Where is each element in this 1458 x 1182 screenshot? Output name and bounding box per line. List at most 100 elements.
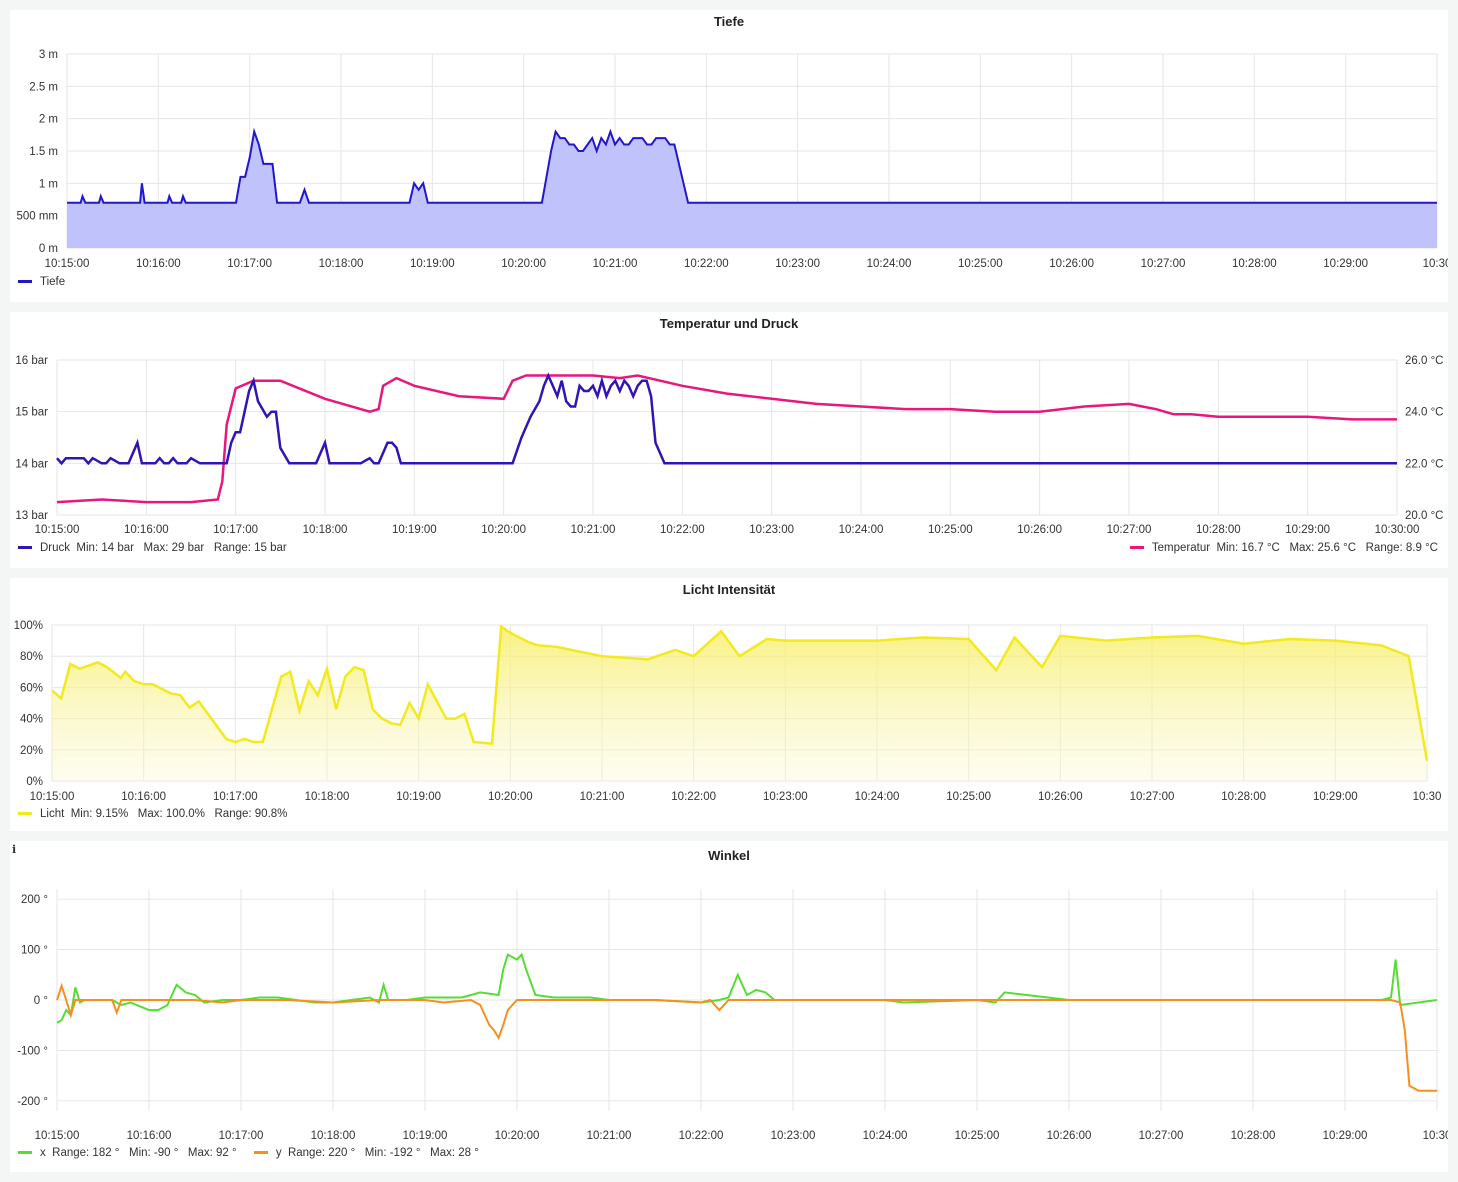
x-tick-label: 10:30 <box>1413 791 1442 803</box>
x-tick-label: 10:22:00 <box>679 1130 724 1142</box>
x-tick-label: 10:20:00 <box>488 791 533 803</box>
y-tick-label: 3 m <box>39 49 58 61</box>
x-tick-label: 10:25:00 <box>928 524 973 536</box>
x-tick-label: 10:17:00 <box>213 791 258 803</box>
x-tick-label: 10:25:00 <box>955 1130 1000 1142</box>
x-tick-label: 10:19:00 <box>396 791 441 803</box>
winkel-y-axis: -200 ° -100 ° 0 ° 100 ° 200 ° <box>17 894 48 1108</box>
legend-label: Tiefe <box>40 276 66 288</box>
legend-item-tiefe[interactable]: Tiefe <box>14 276 65 288</box>
x-tick-label: 10:26:00 <box>1017 524 1062 536</box>
y-tick-label: 26.0 °C <box>1405 355 1443 367</box>
panel-title: Winkel <box>708 848 750 863</box>
x-tick-label: 10:28:00 <box>1196 524 1241 536</box>
x-tick-label: 10:23:00 <box>775 258 820 270</box>
y-tick-label: 14 bar <box>15 458 48 470</box>
x-tick-label: 10:17:00 <box>227 258 272 270</box>
legend-label: Druck <box>40 542 71 554</box>
series-line-temperatur[interactable] <box>56 374 1397 504</box>
x-tick-label: 10:18:00 <box>319 258 364 270</box>
y-tick-label: 22.0 °C <box>1405 458 1443 470</box>
y-tick-label: 13 bar <box>15 510 48 522</box>
y-tick-label: 20% <box>20 745 43 757</box>
x-tick-label: 10:19:00 <box>410 258 455 270</box>
x-tick-label: 10:29:00 <box>1323 258 1368 270</box>
x-tick-label: 10:22:00 <box>671 791 716 803</box>
legend-swatch <box>18 812 32 816</box>
panel-title: Licht Intensität <box>682 582 776 597</box>
legend-stats: Min: 9.15% Max: 100.0% Range: 90.8% <box>70 808 288 820</box>
legend-item-y[interactable]: y Range: 220 ° Min: -192 ° Max: 28 ° <box>250 1147 479 1159</box>
legend-item-temperatur[interactable]: Temperatur Min: 16.7 °C Max: 25.6 °C Ran… <box>1126 542 1438 554</box>
x-tick-label: 10:16:00 <box>127 1130 172 1142</box>
y-tick-label: -200 ° <box>17 1096 48 1108</box>
x-tick-label: 10:27:00 <box>1130 791 1175 803</box>
x-tick-label: 10:29:00 <box>1323 1130 1368 1142</box>
y-tick-label: 500 mm <box>16 211 58 223</box>
y-tick-label: 24.0 °C <box>1405 407 1443 419</box>
chart-temperatur-druck[interactable]: 13 bar 14 bar 15 bar 16 bar 20.0 °C 22.0 °C 24… <box>10 312 1448 568</box>
x-tick-label: 10:26:00 <box>1038 791 1083 803</box>
chart-licht[interactable]: 0% 20% 40% 60% 80% 100% 10:15:00 10:16:00 10:17:… <box>10 578 1448 831</box>
info-icon[interactable]: i <box>12 843 17 856</box>
x-tick-label: 10:21:00 <box>593 258 638 270</box>
legend-swatch <box>1129 546 1144 550</box>
x-tick-label: 10:15:00 <box>35 1130 80 1142</box>
x-tick-label: 10:28:00 <box>1221 791 1266 803</box>
y-tick-label: 60% <box>20 682 43 694</box>
legend-item-druck[interactable]: Druck Min: 14 bar Max: 29 bar Range: 15 … <box>14 542 287 554</box>
legend: Licht Min: 9.15% Max: 100.0% Range: 90.8… <box>14 808 297 820</box>
x-tick-label: 10:18:00 <box>311 1130 356 1142</box>
x-tick-label: 10:23:00 <box>771 1130 816 1142</box>
series-line-y[interactable] <box>56 982 1437 1092</box>
x-tick-label: 10:17:00 <box>213 524 258 536</box>
legend-label: y <box>275 1147 282 1159</box>
series-line-tiefe[interactable] <box>67 127 1437 204</box>
y-tick-label: 0 m <box>39 243 58 255</box>
legend-stats: Min: 14 bar Max: 29 bar Range: 15 bar <box>76 542 287 554</box>
x-tick-label: 10:24:00 <box>839 524 884 536</box>
x-tick-label: 10:21:00 <box>571 524 616 536</box>
legend-label: x <box>40 1147 46 1159</box>
x-tick-label: 10:22:00 <box>660 524 705 536</box>
legend-right: Temperatur Min: 16.7 °C Max: 25.6 °C Ran… <box>1126 542 1438 554</box>
x-tick-label: 10:21:00 <box>580 791 625 803</box>
legend-stats: Min: 16.7 °C Max: 25.6 °C Range: 8.9 °C <box>1216 542 1438 554</box>
series-line-druck[interactable] <box>56 372 1397 466</box>
x-tick-label: 10:16:00 <box>121 791 166 803</box>
panel-licht: 0% 20% 40% 60% 80% 100% 10:15:00 10:16:00 10:17:… <box>10 578 1448 831</box>
x-tick-label: 10:27:00 <box>1139 1130 1184 1142</box>
y-tick-label: 1 m <box>39 178 58 190</box>
x-tick-label: 10:28:00 <box>1231 1130 1276 1142</box>
legend-swatch <box>18 546 32 550</box>
series-line-licht[interactable] <box>51 624 1429 761</box>
x-tick-label: 10:20:00 <box>501 258 546 270</box>
y-tick-label: 200 ° <box>21 894 48 906</box>
x-tick-label: 10:15:00 <box>35 524 80 536</box>
legend-left: Druck Min: 14 bar Max: 29 bar Range: 15 … <box>14 542 297 554</box>
legend-item-x[interactable]: x Range: 182 ° Min: -90 ° Max: 92 ° <box>14 1147 237 1159</box>
legend-label: Licht <box>40 808 65 820</box>
winkel-x-axis: 10:15:00 10:16:00 10:17:00 10:18:00 10:19:00… <box>35 1130 1448 1142</box>
druck-x-axis: 10:15:00 10:16:00 10:17:00 10:18:00 10:19:00… <box>35 524 1420 536</box>
y-tick-label: 100 ° <box>21 945 48 957</box>
x-tick-label: 10:30 <box>1423 1130 1448 1142</box>
series-line-x[interactable] <box>56 952 1438 1024</box>
x-tick-label: 10:16:00 <box>136 258 181 270</box>
panel-temperatur-druck: 13 bar 14 bar 15 bar 16 bar 20.0 °C 22.0 °C 24… <box>10 312 1448 568</box>
panel-winkel: -200 ° -100 ° 0 ° 100 ° 200 ° 10:15:00 10:16:0… <box>10 841 1448 1172</box>
legend-item-licht[interactable]: Licht Min: 9.15% Max: 100.0% Range: 90.8… <box>14 808 287 820</box>
x-tick-label: 10:20:00 <box>481 524 526 536</box>
y-tick-label: 100% <box>14 620 43 632</box>
druck-grid <box>56 359 1398 516</box>
y-tick-label: 1.5 m <box>29 146 58 158</box>
legend: x Range: 182 ° Min: -90 ° Max: 92 ° y Ra… <box>14 1147 489 1159</box>
x-tick-label: 10:15:00 <box>45 258 90 270</box>
y-tick-label: -100 ° <box>17 1045 48 1057</box>
legend-stats: Range: 220 ° Min: -192 ° Max: 28 ° <box>287 1147 479 1159</box>
druck-left-y-axis: 13 bar 14 bar 15 bar 16 bar <box>15 355 48 522</box>
chart-winkel[interactable]: -200 ° -100 ° 0 ° 100 ° 200 ° 10:15:00 10:16:0… <box>10 841 1448 1172</box>
x-tick-label: 10:26:00 <box>1047 1130 1092 1142</box>
